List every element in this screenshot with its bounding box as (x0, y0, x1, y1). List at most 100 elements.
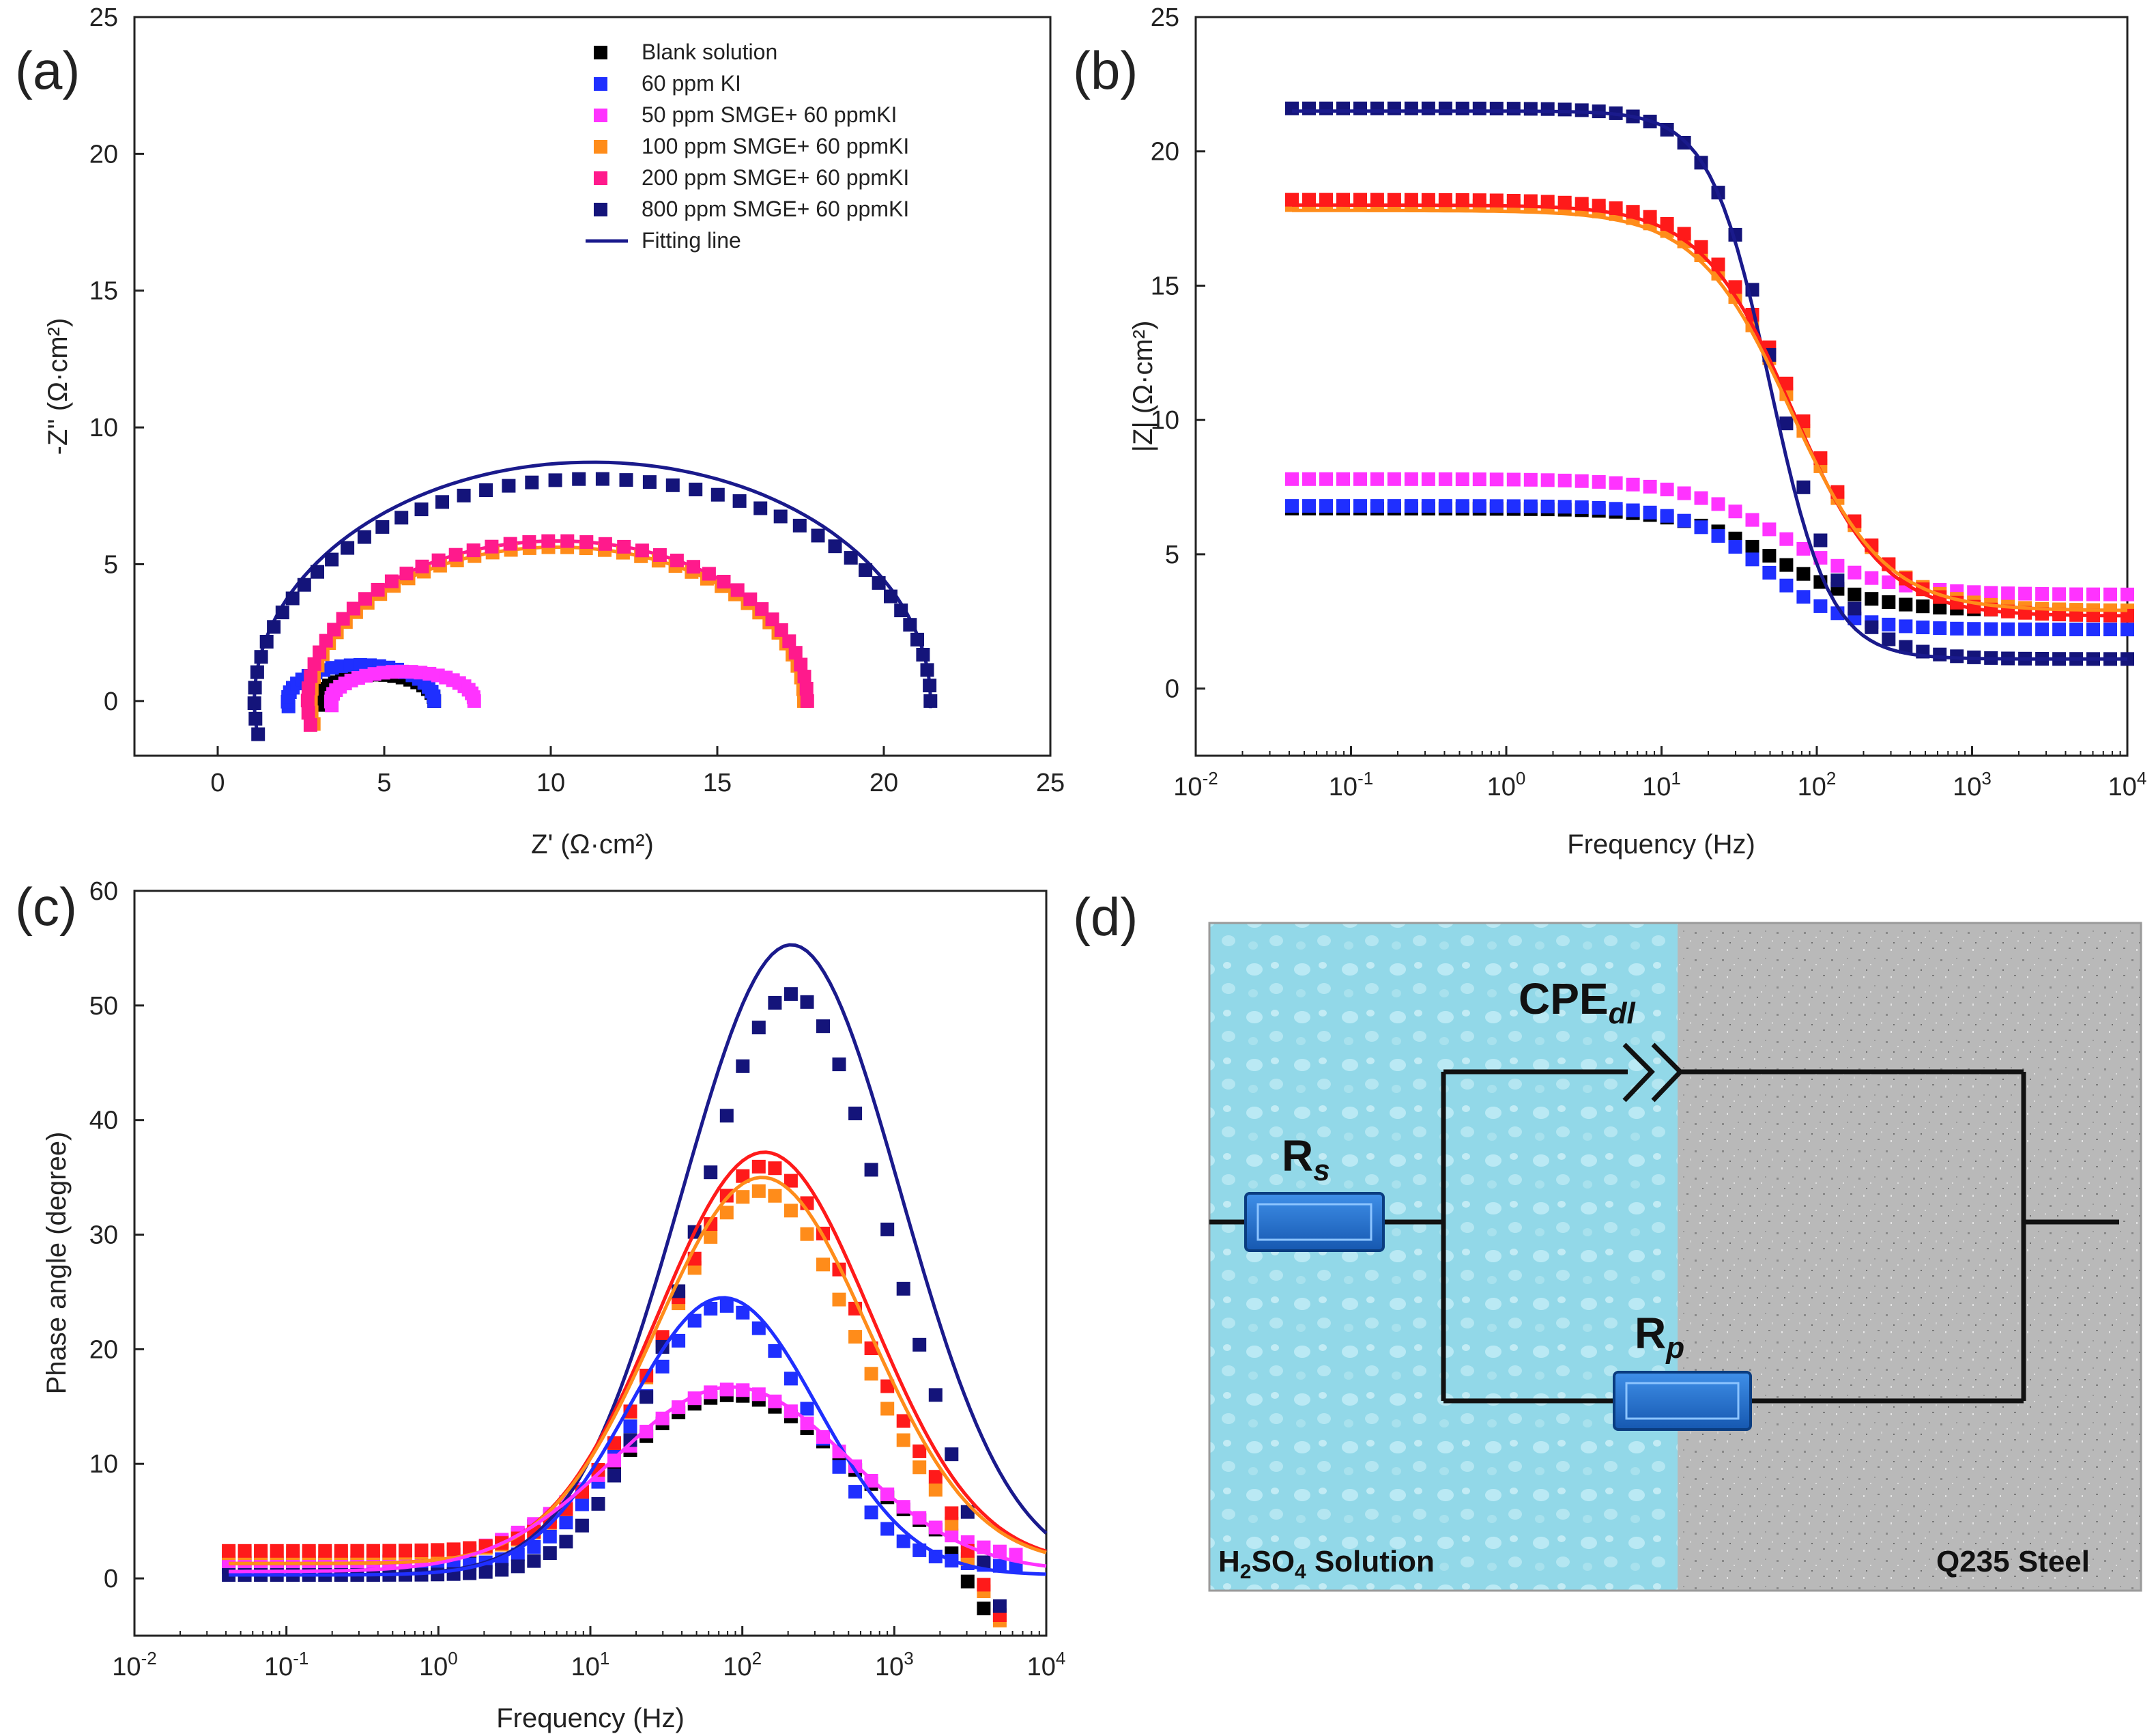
b-data-point (1796, 480, 1811, 494)
b-data-point (1694, 491, 1708, 505)
b-data-point (2121, 623, 2134, 637)
a-data-point (560, 534, 575, 548)
c-data-point (848, 1107, 863, 1120)
b-data-point (1609, 502, 1623, 516)
b-data-point (1848, 587, 1862, 601)
b-data-point (1370, 193, 1384, 207)
rs-label-main: R (1282, 1131, 1313, 1180)
b-data-point (1387, 101, 1401, 115)
b-data-point (1728, 504, 1742, 519)
c-data-point (832, 1460, 846, 1474)
c-data-point (977, 1602, 991, 1616)
c-data-point (591, 1496, 605, 1511)
a-data-point (765, 612, 779, 627)
c-data-point (880, 1222, 895, 1236)
a-data-point (717, 575, 731, 588)
a-data-point (794, 657, 808, 672)
a-data-point (702, 567, 716, 581)
c-data-point (736, 1169, 750, 1183)
b-data-point (1506, 499, 1521, 513)
c-fit-line (229, 1176, 1047, 1565)
b-data-point (1967, 585, 1981, 599)
c-data-point (800, 995, 814, 1009)
b-data-point (1370, 101, 1384, 115)
b-data-point (1387, 472, 1401, 486)
c-data-point (222, 1544, 236, 1558)
b-data-point (2001, 586, 2015, 601)
a-data-point (457, 488, 471, 502)
c-data-point (511, 1559, 525, 1574)
c-data-point (768, 1344, 782, 1358)
b-data-point (2086, 587, 2100, 601)
legend-label: 50 ppm SMGE+ 60 ppmKI (642, 102, 897, 127)
b-data-point (1848, 565, 1862, 580)
b-ytick-label: 20 (1151, 138, 1179, 167)
b-xtick-label: 104 (2108, 768, 2147, 801)
c-data-point (864, 1163, 878, 1177)
c-ytick-label: 40 (89, 1107, 118, 1135)
a-data-point (375, 520, 390, 534)
a-data-point (311, 565, 324, 579)
solution-label: H2SO4 Solution (1218, 1545, 1435, 1583)
c-data-point (977, 1578, 991, 1592)
c-xtick-label: 102 (723, 1648, 762, 1681)
a-data-point (285, 591, 300, 606)
b-data-point (1336, 193, 1350, 207)
a-data-point (307, 657, 321, 671)
c-data-point (912, 1444, 927, 1458)
b-ytick-label: 15 (1151, 272, 1179, 300)
a-data-point (755, 602, 769, 616)
b-data-point (1336, 101, 1350, 115)
b-data-point (1319, 101, 1333, 115)
c-data-point (928, 1470, 943, 1484)
c-ytick-label: 20 (89, 1335, 118, 1364)
a-data-point (598, 537, 612, 551)
a-ytick-label: 20 (89, 140, 118, 169)
a-xtick-label: 10 (536, 769, 565, 797)
b-data-point (1762, 522, 1777, 537)
b-data-point (1302, 499, 1316, 513)
b-data-point (1489, 102, 1504, 115)
c-data-point (704, 1165, 718, 1180)
a-data-point (792, 518, 807, 532)
b-data-point (1523, 499, 1538, 513)
a-data-point (894, 603, 908, 618)
a-data-point (923, 694, 938, 708)
b-data-point (2001, 622, 2015, 636)
c-data-point (719, 1382, 734, 1397)
b-data-point (1592, 474, 1606, 489)
b-data-point (1353, 499, 1367, 513)
b-data-point (1967, 622, 1981, 636)
a-data-point (730, 583, 745, 597)
b-data-point (1438, 472, 1452, 486)
panel-d: (d) CPEdl Rs Rp (1073, 887, 2142, 1592)
c-data-point (431, 1543, 445, 1557)
b-data-point (1387, 499, 1401, 513)
c-data-point (800, 1227, 814, 1241)
b-data-point (1319, 499, 1333, 513)
solution-label-so: SO (1251, 1545, 1295, 1578)
b-data-point (2069, 587, 2084, 601)
panel-a-ticks: 0 5 10 15 20 25 0 5 10 15 20 25 (89, 3, 1065, 797)
panel-a: (a) 0 5 10 15 20 25 0 5 10 15 20 25 Blank solution 6… (15, 3, 1065, 859)
c-data-point (784, 987, 798, 1001)
b-data-point (1899, 640, 1913, 654)
b-data-point (1387, 193, 1401, 207)
c-data-point (350, 1544, 364, 1558)
a-data-point (800, 694, 814, 708)
b-data-point (1421, 101, 1435, 115)
a-data-point (617, 539, 631, 554)
b-data-point (2069, 623, 2084, 636)
c-data-point (880, 1402, 895, 1416)
a-data-point (844, 551, 858, 565)
c-ytick-label: 10 (89, 1450, 118, 1479)
c-data-point (382, 1544, 397, 1558)
c-data-point (784, 1204, 798, 1218)
c-data-point (880, 1379, 895, 1393)
c-data-point (977, 1555, 991, 1569)
a-xtick-label: 25 (1036, 769, 1065, 797)
solution-label-h: H (1218, 1545, 1240, 1578)
c-data-point (896, 1281, 910, 1296)
a-data-point (548, 473, 562, 487)
